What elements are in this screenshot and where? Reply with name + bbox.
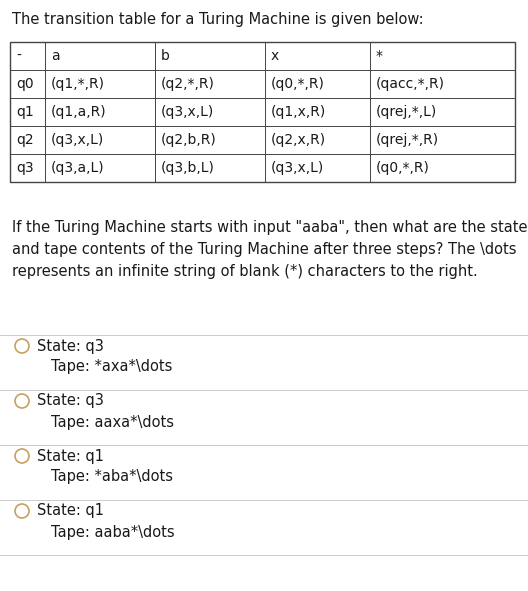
Text: q3: q3	[16, 161, 34, 175]
Text: (q1,*,R): (q1,*,R)	[51, 77, 105, 91]
Text: q2: q2	[16, 133, 34, 147]
Text: -: -	[16, 49, 21, 63]
Text: Tape: aaba*\dots: Tape: aaba*\dots	[51, 524, 175, 540]
Circle shape	[15, 339, 29, 353]
Text: (q3,x,L): (q3,x,L)	[51, 133, 104, 147]
Text: (qrej,*,L): (qrej,*,L)	[376, 105, 437, 119]
Text: q0: q0	[16, 77, 34, 91]
Text: Tape: aaxa*\dots: Tape: aaxa*\dots	[51, 414, 174, 430]
Text: State: q1: State: q1	[37, 504, 104, 518]
Text: Tape: *aba*\dots: Tape: *aba*\dots	[51, 469, 173, 485]
Text: q1: q1	[16, 105, 34, 119]
Text: (q2,*,R): (q2,*,R)	[161, 77, 215, 91]
Text: (q3,x,L): (q3,x,L)	[271, 161, 324, 175]
Text: a: a	[51, 49, 60, 63]
Text: (qrej,*,R): (qrej,*,R)	[376, 133, 439, 147]
Text: State: q3: State: q3	[37, 394, 104, 408]
Text: (q0,*,R): (q0,*,R)	[271, 77, 325, 91]
Text: (q3,x,L): (q3,x,L)	[161, 105, 214, 119]
Text: (q3,b,L): (q3,b,L)	[161, 161, 215, 175]
Text: (q1,x,R): (q1,x,R)	[271, 105, 326, 119]
Text: (q2,b,R): (q2,b,R)	[161, 133, 217, 147]
Text: State: q1: State: q1	[37, 449, 104, 463]
Text: x: x	[271, 49, 279, 63]
Text: b: b	[161, 49, 170, 63]
Text: If the Turing Machine starts with input "aaba", then what are the state
and tape: If the Turing Machine starts with input …	[12, 220, 527, 280]
Text: (q2,x,R): (q2,x,R)	[271, 133, 326, 147]
Circle shape	[15, 449, 29, 463]
Text: *: *	[376, 49, 383, 63]
Circle shape	[15, 394, 29, 408]
Text: (q0,*,R): (q0,*,R)	[376, 161, 430, 175]
Text: The transition table for a Turing Machine is given below:: The transition table for a Turing Machin…	[12, 12, 423, 27]
Text: (q3,a,L): (q3,a,L)	[51, 161, 105, 175]
Circle shape	[15, 504, 29, 518]
Bar	[10, 42, 515, 182]
Text: Tape: *axa*\dots: Tape: *axa*\dots	[51, 359, 172, 375]
Text: (q1,a,R): (q1,a,R)	[51, 105, 107, 119]
Text: (qacc,*,R): (qacc,*,R)	[376, 77, 445, 91]
Text: State: q3: State: q3	[37, 339, 104, 353]
